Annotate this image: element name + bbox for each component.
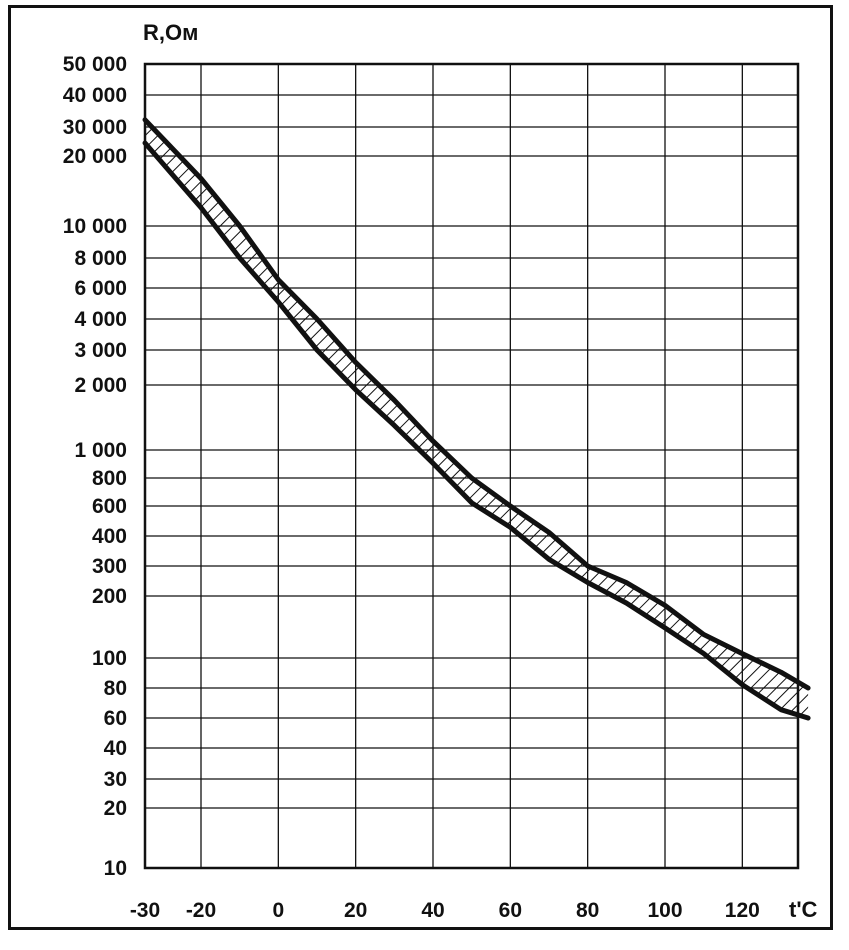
x-tick-label-8: 120 (725, 899, 760, 922)
x-tick-label-1: -20 (186, 899, 216, 922)
series-lines (142, 117, 811, 721)
y-tick-label-17: 80 (104, 677, 127, 700)
y-tick-labels: 50 000 40 000 30 000 20 000 10 000 8 000 6 000… (63, 53, 127, 880)
grid (143, 62, 800, 870)
y-tick-label-14: 300 (92, 555, 127, 578)
x-tick-label-4: 40 (421, 899, 444, 922)
x-tick-label-7: 100 (647, 899, 682, 922)
y-tick-label-13: 400 (92, 525, 127, 548)
y-tick-label-22: 10 (104, 857, 127, 880)
y-tick-label-9: 2 000 (74, 374, 127, 397)
y-tick-label-4: 10 000 (63, 215, 127, 238)
y-tick-label-6: 6 000 (74, 277, 127, 300)
y-tick-label-11: 800 (92, 467, 127, 490)
y-tick-label-20: 30 (104, 768, 127, 791)
y-tick-label-8: 3 000 (74, 339, 127, 362)
y-tick-label-19: 40 (104, 737, 127, 760)
y-tick-label-3: 20 000 (63, 145, 127, 168)
y-tick-label-5: 8 000 (74, 247, 127, 270)
y-tick-label-0: 50 000 (63, 53, 127, 76)
y-tick-label-10: 1 000 (74, 439, 127, 462)
y-tick-label-21: 20 (104, 797, 127, 820)
y-tick-label-16: 100 (92, 647, 127, 670)
x-axis-label: t'C (789, 897, 818, 922)
tolerance-band (145, 119, 809, 719)
x-tick-label-2: 0 (272, 899, 284, 922)
y-tick-label-15: 200 (92, 585, 127, 608)
x-tick-label-0: -30 (130, 899, 160, 922)
x-tick-label-5: 60 (499, 899, 522, 922)
series-line-0 (142, 117, 811, 691)
y-axis-label: R,Ом (143, 20, 198, 45)
y-tick-label-1: 40 000 (63, 84, 127, 107)
x-tick-labels: -30 -20 0 20 40 60 80 100 120 (130, 899, 760, 922)
series-line-1 (142, 140, 811, 721)
y-tick-label-18: 60 (104, 707, 127, 730)
tolerance-band-fill (145, 119, 809, 719)
x-tick-label-3: 20 (344, 899, 367, 922)
y-tick-label-7: 4 000 (74, 308, 127, 331)
y-tick-label-12: 600 (92, 495, 127, 518)
x-tick-label-6: 80 (576, 899, 599, 922)
y-tick-label-2: 30 000 (63, 116, 127, 139)
